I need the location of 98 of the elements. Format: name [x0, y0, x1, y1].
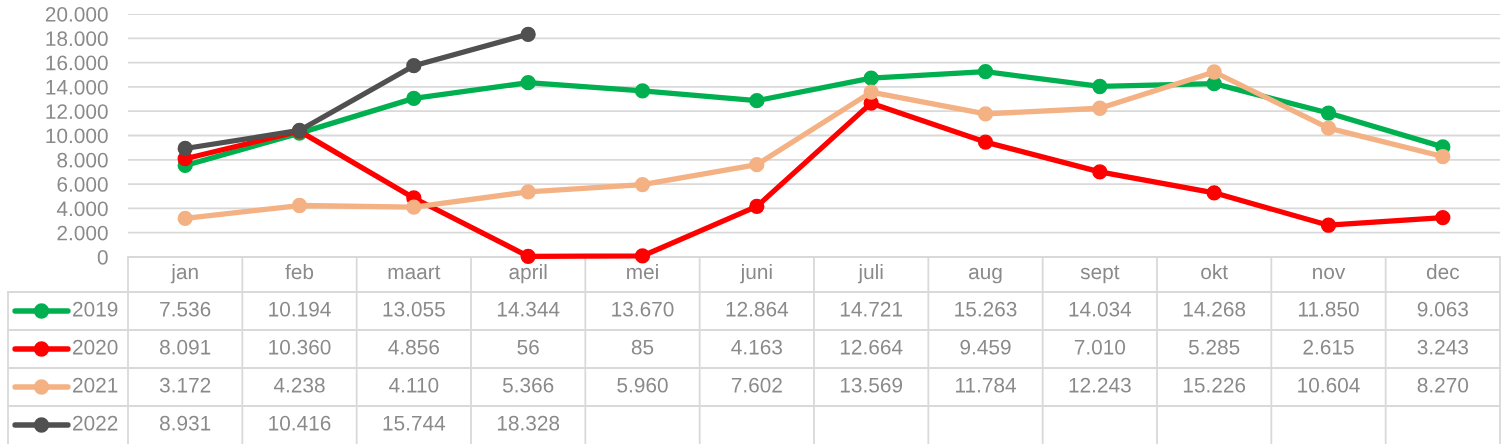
point: [977, 106, 994, 122]
data-label: 11.850: [1299, 301, 1359, 317]
data-label: 11.784: [956, 377, 1016, 393]
point: [1092, 78, 1108, 95]
data-label: 4.856: [388, 339, 439, 355]
x-tick-label: sept: [1080, 265, 1120, 284]
legend-label: 2022: [73, 415, 118, 431]
point: [634, 248, 651, 264]
data-label: 2.615: [1303, 339, 1354, 355]
point: [520, 248, 536, 264]
point: [977, 134, 994, 150]
point: [863, 84, 879, 100]
data-label: 3.243: [1417, 339, 1468, 355]
x-tick-label: okt: [1201, 263, 1228, 280]
point: [749, 156, 765, 173]
data-label: 4.163: [731, 339, 782, 355]
data-label: 7.010: [1074, 339, 1126, 355]
data-label: 4.238: [273, 377, 325, 393]
point: [1435, 148, 1451, 165]
point: [634, 176, 651, 193]
data-label: 9.063: [1417, 301, 1468, 317]
point: [406, 199, 422, 215]
data-label: 56: [517, 339, 539, 355]
x-tick-label: juni: [740, 263, 772, 284]
data-label: 10.604: [1298, 377, 1360, 393]
point: [1320, 105, 1337, 121]
data-label: 14.344: [497, 301, 560, 317]
point: [1206, 64, 1222, 80]
data-label: 13.670: [612, 301, 674, 317]
y-tick-label: 8.000: [57, 152, 108, 168]
data-label: 14.721: [840, 301, 903, 317]
data-label: 8.931: [160, 415, 211, 431]
point: [520, 75, 536, 91]
y-tick-label: 20.000: [45, 7, 108, 22]
x-tick-label: nov: [1313, 267, 1346, 280]
data-label: 15.263: [955, 301, 1017, 317]
y-tick-label: 4.000: [56, 201, 108, 217]
point: [1435, 209, 1451, 226]
data-label: 5.366: [502, 377, 554, 393]
data-label: 10.194: [269, 301, 331, 317]
x-tick-label: april: [509, 263, 547, 284]
y-tick-label: 12.000: [46, 104, 108, 119]
legend-label: 2020: [73, 339, 118, 355]
point: [1092, 100, 1108, 116]
data-label: 18.328: [497, 415, 560, 431]
point: [749, 198, 765, 215]
point: [977, 63, 994, 80]
y-tick-label: 0: [97, 250, 108, 265]
y-tick-label: 16.000: [46, 55, 108, 71]
legend-label: 2021: [73, 377, 118, 393]
data-label: 9.459: [960, 339, 1011, 355]
data-label: 8.091: [160, 339, 211, 355]
point: [177, 140, 193, 157]
x-tick-label: feb: [285, 263, 314, 280]
data-label: 14.268: [1183, 301, 1246, 317]
data-label: 14.034: [1069, 301, 1132, 317]
point: [749, 93, 765, 109]
data-label: 8.270: [1417, 377, 1469, 393]
data-label: 12.664: [840, 339, 903, 355]
y-tick-label: 10.000: [46, 128, 108, 144]
point: [1320, 120, 1337, 136]
data-label: 7.536: [160, 301, 211, 317]
x-tick-label: dec: [1426, 263, 1460, 280]
y-tick-label: 18.000: [46, 31, 108, 47]
data-label: 10.360: [269, 339, 331, 355]
data-label: 85: [631, 339, 654, 355]
point: [520, 26, 536, 42]
x-tick-label: juli: [857, 263, 883, 284]
point: [406, 58, 422, 74]
point: [1320, 217, 1337, 233]
y-tick-label: 6.000: [57, 177, 108, 192]
data-label: 5.960: [617, 377, 668, 393]
data-label: 12.864: [726, 301, 789, 317]
data-label: 3.172: [159, 377, 211, 393]
point: [177, 210, 193, 227]
point: [1092, 164, 1108, 180]
data-label: 5.285: [1188, 339, 1240, 355]
y-tick-label: 2.000: [57, 225, 108, 241]
x-tick-label: mei: [627, 263, 658, 280]
point: [406, 90, 422, 107]
data-label: 15.744: [383, 416, 446, 431]
x-tick-label: jan: [170, 263, 198, 284]
data-label: 13.055: [383, 301, 445, 317]
y-tick-label: 14.000: [46, 79, 108, 95]
point: [863, 70, 879, 86]
point: [520, 184, 536, 200]
data-label: 12.243: [1069, 377, 1131, 393]
legend-label: 2019: [73, 301, 118, 317]
x-tick-label: aug: [969, 267, 1002, 284]
data-label: 10.416: [269, 415, 331, 431]
data-label: 13.569: [840, 377, 903, 393]
x-tick-label: maart: [388, 265, 441, 280]
data-label: 4.110: [389, 377, 439, 393]
point: [291, 197, 308, 214]
point: [634, 83, 651, 99]
point: [1206, 185, 1222, 201]
data-label: 7.602: [731, 377, 782, 393]
data-label: 15.226: [1183, 377, 1246, 393]
